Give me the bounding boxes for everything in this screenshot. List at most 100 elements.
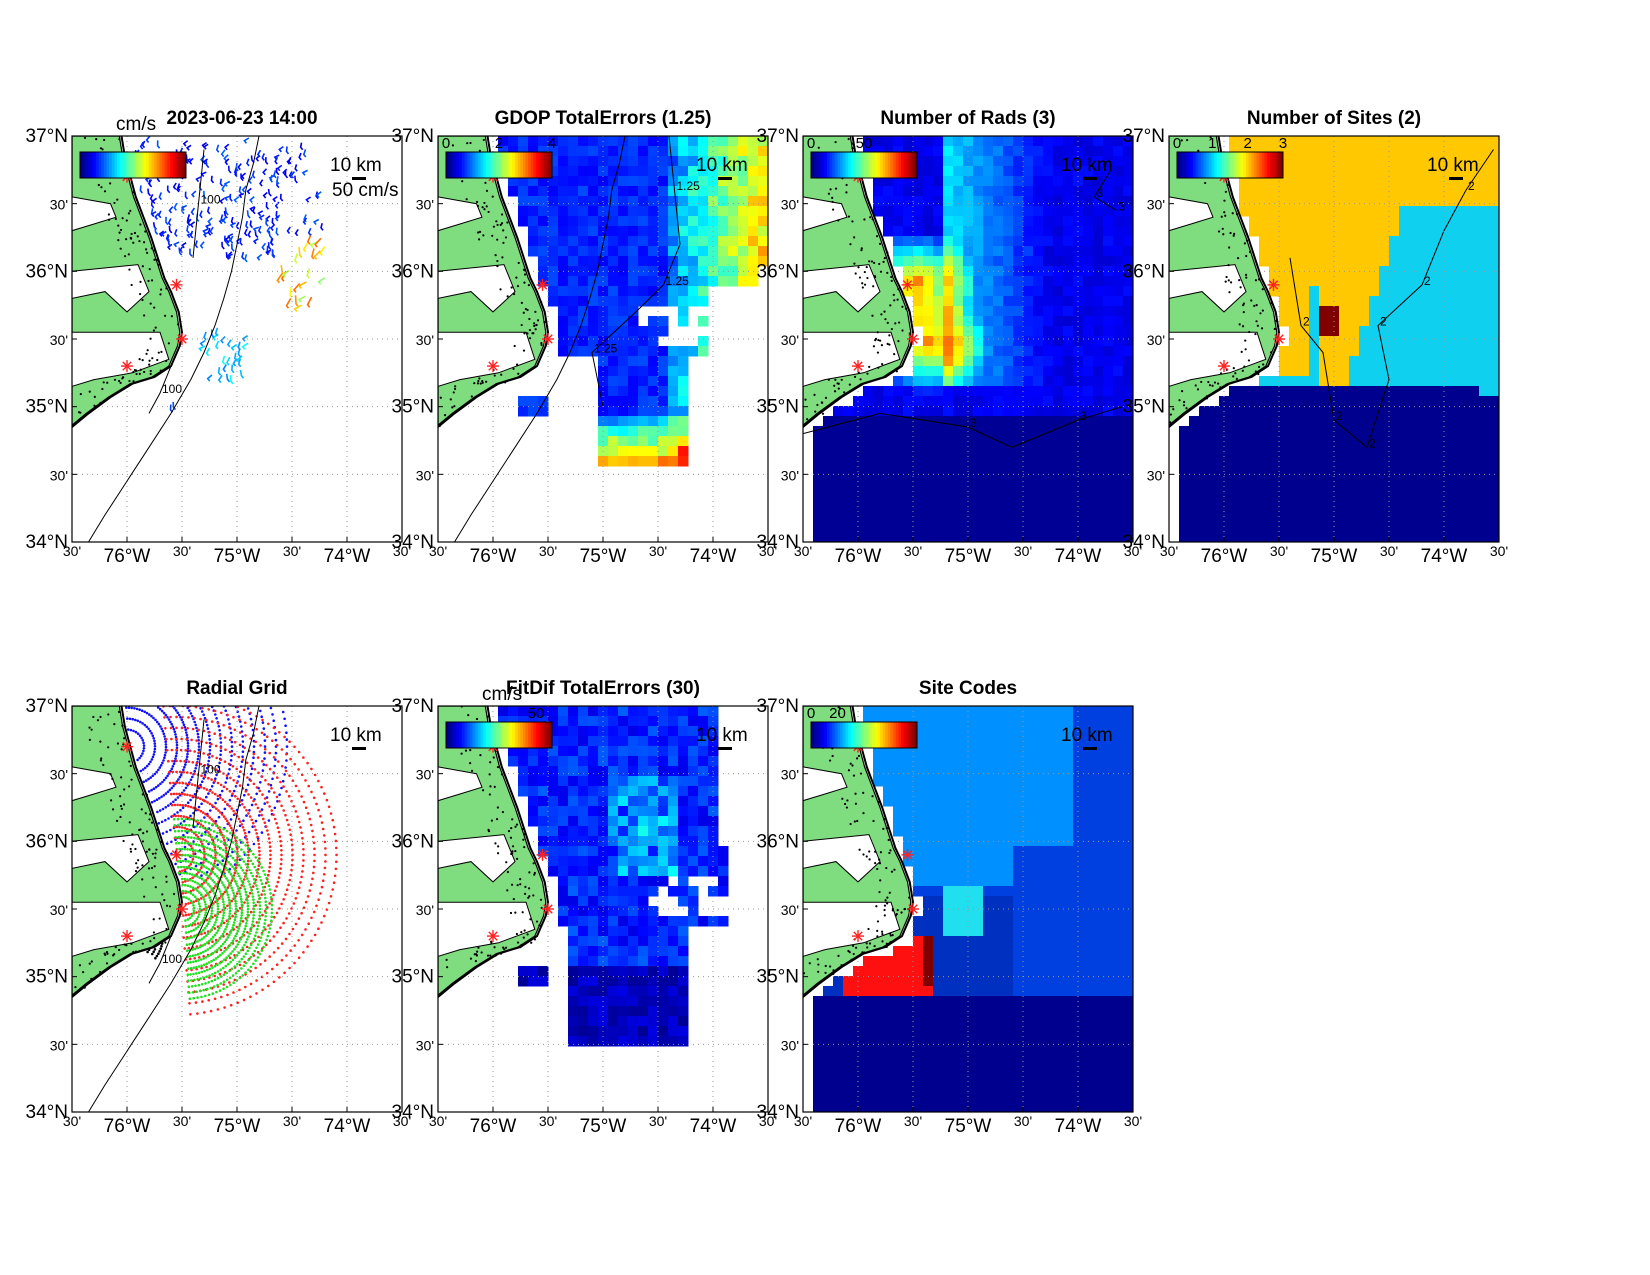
current-vector bbox=[220, 214, 224, 223]
grid-cell bbox=[993, 276, 1004, 287]
land-speck bbox=[1255, 320, 1258, 323]
current-vector bbox=[224, 207, 229, 216]
grid-cell bbox=[1033, 456, 1044, 467]
grid-cell bbox=[1103, 526, 1114, 537]
grid-cell bbox=[1369, 136, 1380, 147]
land-speck bbox=[121, 217, 124, 220]
grid-cell bbox=[883, 446, 894, 457]
grid-cell bbox=[568, 336, 579, 347]
grid-cell bbox=[953, 146, 964, 157]
current-vector bbox=[231, 364, 235, 374]
grid-cell bbox=[618, 336, 629, 347]
current-vector bbox=[158, 192, 163, 201]
grid-cell bbox=[933, 166, 944, 177]
radial-grid-point bbox=[228, 722, 231, 726]
grid-cell bbox=[923, 286, 934, 297]
grid-cell bbox=[1349, 146, 1360, 157]
grid-cell bbox=[1289, 156, 1300, 167]
grid-cell bbox=[1429, 146, 1440, 157]
land-speck bbox=[493, 374, 496, 377]
grid-cell bbox=[658, 376, 669, 387]
grid-cell bbox=[1489, 526, 1499, 537]
grid-cell bbox=[1053, 236, 1064, 247]
land-speck bbox=[1200, 380, 1203, 384]
grid-cell bbox=[943, 326, 954, 337]
grid-cell bbox=[983, 356, 994, 367]
grid-cell bbox=[1063, 506, 1074, 517]
current-vector bbox=[202, 231, 209, 238]
colorbar-swatch bbox=[834, 152, 838, 178]
current-vector bbox=[282, 168, 288, 176]
grid-cell bbox=[913, 536, 924, 542]
grid-cell bbox=[608, 426, 619, 437]
grid-cell bbox=[1349, 216, 1360, 227]
grid-cell bbox=[1083, 456, 1094, 467]
grid-cell bbox=[1489, 316, 1499, 327]
grid-cell bbox=[883, 386, 894, 397]
radial-grid-point bbox=[210, 778, 213, 781]
grid-cell bbox=[983, 156, 994, 167]
grid-cell bbox=[1349, 246, 1360, 257]
radial-grid-point bbox=[267, 819, 271, 822]
grid-cell bbox=[1349, 326, 1360, 337]
grid-cell bbox=[1199, 536, 1210, 542]
grid-cell bbox=[1369, 246, 1380, 257]
grid-cell bbox=[1459, 346, 1470, 357]
grid-cell bbox=[1449, 226, 1460, 237]
radial-grid-point bbox=[184, 902, 188, 906]
land-speck bbox=[93, 404, 96, 407]
grid-cell bbox=[1113, 446, 1124, 457]
grid-cell bbox=[903, 276, 914, 287]
grid-cell bbox=[668, 196, 679, 207]
grid-cell bbox=[658, 386, 669, 397]
grid-cell bbox=[1419, 316, 1430, 327]
colorbar-swatch bbox=[467, 152, 471, 178]
grid-cell bbox=[1033, 416, 1044, 427]
grid-cell bbox=[688, 166, 699, 177]
grid-cell bbox=[823, 476, 834, 487]
grid-cell bbox=[1093, 526, 1104, 537]
grid-cell bbox=[1369, 306, 1380, 317]
grid-cell bbox=[883, 466, 894, 477]
grid-cell bbox=[933, 516, 944, 527]
grid-cell bbox=[1319, 366, 1330, 377]
grid-cell bbox=[1033, 536, 1044, 542]
grid-cell bbox=[1033, 496, 1044, 507]
current-vector bbox=[226, 356, 231, 366]
radial-grid-point bbox=[153, 750, 156, 753]
grid-cell bbox=[913, 426, 924, 437]
land-speck bbox=[495, 220, 498, 223]
grid-cell bbox=[758, 226, 768, 237]
grid-cell bbox=[863, 396, 874, 407]
grid-cell bbox=[873, 136, 884, 147]
grid-cell bbox=[1239, 186, 1250, 197]
radial-grid-point bbox=[219, 741, 223, 744]
grid-cell bbox=[913, 486, 924, 497]
contour-label: 3 bbox=[970, 416, 977, 430]
grid-cell bbox=[1249, 426, 1260, 437]
grid-cell bbox=[973, 256, 984, 267]
grid-cell bbox=[1419, 506, 1430, 517]
grid-cell bbox=[1409, 426, 1420, 437]
land-speck bbox=[524, 307, 527, 311]
grid-cell bbox=[698, 256, 709, 267]
grid-cell bbox=[648, 286, 659, 297]
colorbar-swatch bbox=[1248, 152, 1252, 178]
grid-cell bbox=[1409, 526, 1420, 537]
radial-grid-point bbox=[187, 782, 191, 786]
colorbar-swatch bbox=[866, 152, 870, 178]
grid-cell bbox=[538, 226, 549, 237]
grid-cell bbox=[1063, 526, 1074, 537]
grid-cell bbox=[1103, 386, 1114, 397]
land-speck bbox=[528, 317, 531, 321]
grid-cell bbox=[973, 246, 984, 257]
grid-cell bbox=[1023, 276, 1034, 287]
grid-cell bbox=[1003, 516, 1014, 527]
radial-grid-point bbox=[225, 776, 229, 780]
grid-cell bbox=[1419, 466, 1430, 477]
grid-cell bbox=[678, 136, 689, 147]
grid-cell bbox=[1389, 216, 1400, 227]
grid-cell bbox=[863, 476, 874, 487]
grid-cell bbox=[1199, 436, 1210, 447]
grid-cell bbox=[983, 366, 994, 377]
